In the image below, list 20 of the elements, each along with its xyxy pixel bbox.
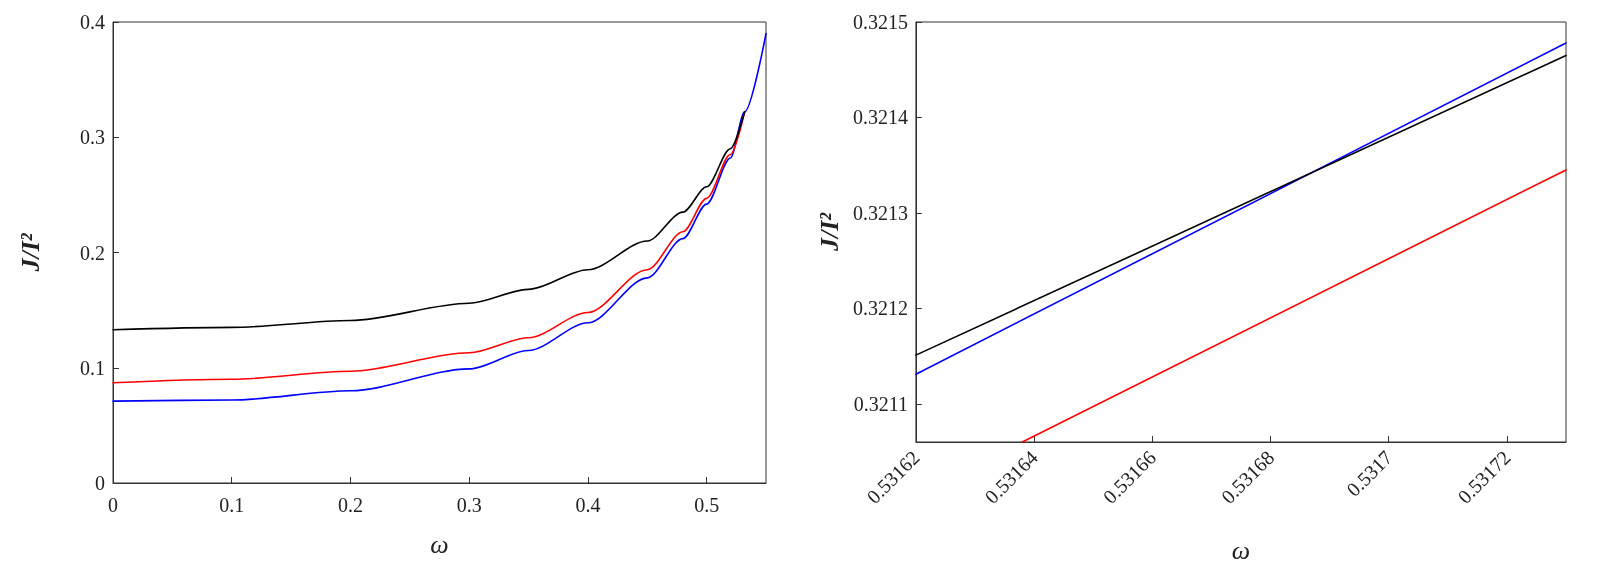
y-tick-label: 0.4 bbox=[80, 11, 105, 33]
y-tick-label: 0.3211 bbox=[853, 392, 908, 415]
x-tick-label: 0.1 bbox=[219, 494, 245, 516]
x-tick-label: 0.2 bbox=[337, 494, 363, 516]
y-tick-label: 0.2 bbox=[80, 241, 105, 264]
x-tick-label: 0.3 bbox=[456, 494, 482, 516]
y-tick-label: 0.3 bbox=[80, 126, 105, 149]
y-axis-title: J/I² bbox=[814, 211, 844, 253]
y-tick-label: 0.3212 bbox=[852, 297, 908, 320]
y-tick-label: 0.3214 bbox=[852, 106, 908, 129]
y-tick-label: 0.1 bbox=[80, 356, 105, 379]
x-axis-title: ω bbox=[1231, 535, 1251, 565]
line-series bbox=[112, 111, 746, 331]
y-axis-title: J/I² bbox=[15, 232, 45, 273]
line-series bbox=[112, 32, 767, 402]
x-axis-title: ω bbox=[430, 529, 449, 559]
y-tick-label: 0.3215 bbox=[852, 11, 908, 33]
x-tick-label: 0.5 bbox=[694, 494, 720, 516]
x-tick-label: 0.4 bbox=[575, 494, 601, 516]
y-tick-label: 0.3213 bbox=[852, 201, 908, 224]
